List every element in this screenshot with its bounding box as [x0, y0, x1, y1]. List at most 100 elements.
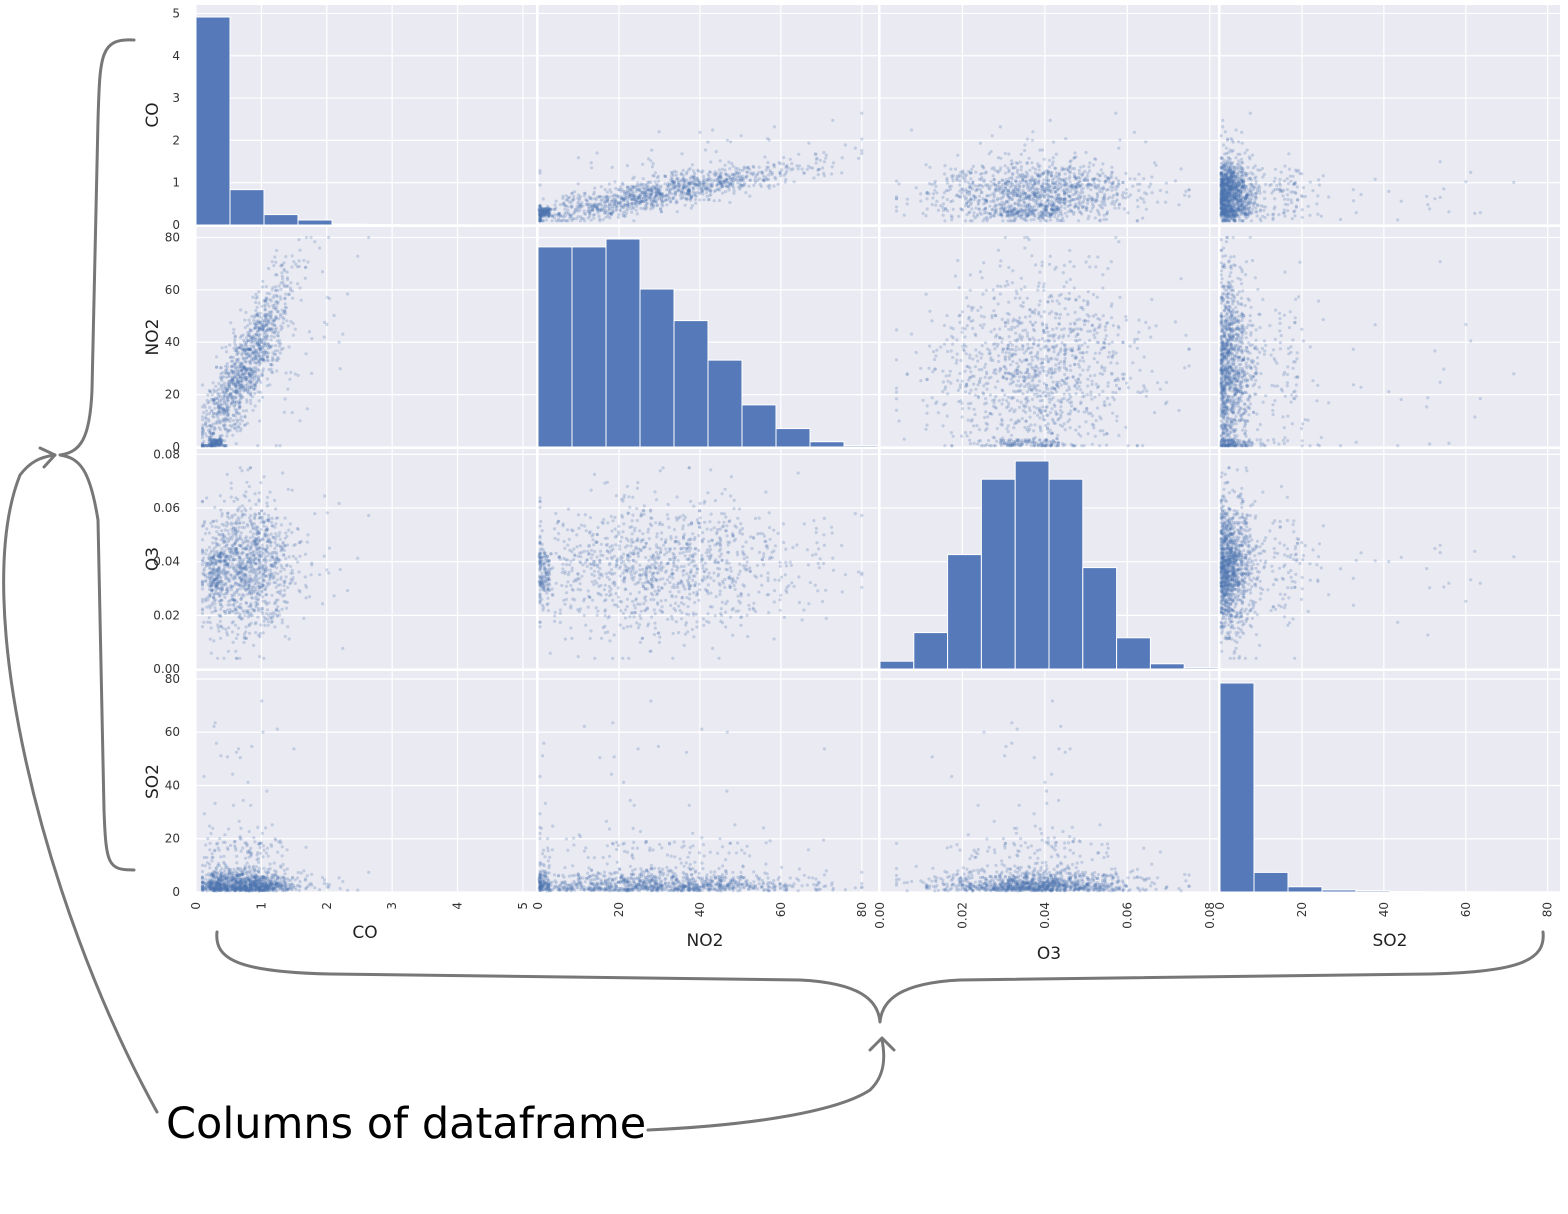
- data-point: [716, 180, 720, 184]
- data-point: [591, 213, 595, 217]
- data-point: [707, 174, 711, 178]
- data-point: [280, 263, 284, 267]
- data-point: [238, 400, 242, 404]
- data-point: [1294, 168, 1298, 172]
- data-point: [239, 308, 243, 312]
- data-point: [1111, 200, 1115, 204]
- data-point: [1072, 156, 1076, 160]
- data-point: [313, 240, 317, 244]
- data-point: [249, 401, 253, 406]
- data-point: [1020, 214, 1024, 218]
- data-point: [1230, 189, 1234, 194]
- data-point: [644, 185, 649, 189]
- data-point: [657, 192, 662, 196]
- data-point: [965, 201, 969, 205]
- data-point: [558, 203, 563, 207]
- data-point: [1227, 219, 1231, 223]
- data-point: [1283, 164, 1287, 168]
- data-point: [624, 191, 629, 195]
- data-point: [1306, 204, 1310, 208]
- data-point: [1227, 178, 1231, 182]
- data-point: [1099, 168, 1103, 172]
- data-point: [991, 174, 995, 178]
- data-point: [1137, 188, 1141, 193]
- data-point: [654, 200, 659, 204]
- data-point: [747, 184, 751, 188]
- data-point: [204, 409, 209, 413]
- data-point: [1252, 185, 1256, 189]
- data-point: [725, 173, 729, 177]
- data-point: [1249, 171, 1253, 175]
- data-point: [1057, 180, 1061, 184]
- data-point: [1301, 194, 1305, 199]
- data-point: [697, 187, 701, 191]
- data-point: [622, 189, 626, 193]
- data-point: [822, 174, 827, 178]
- data-point: [1061, 219, 1065, 223]
- data-point: [958, 194, 962, 198]
- data-point: [983, 211, 987, 215]
- data-point: [1065, 167, 1069, 171]
- data-point: [1447, 210, 1451, 214]
- data-point: [1315, 202, 1319, 206]
- data-point: [588, 212, 592, 216]
- data-point: [934, 203, 938, 207]
- data-point: [925, 197, 929, 201]
- data-point: [286, 324, 290, 328]
- data-point: [289, 281, 293, 285]
- data-point: [276, 355, 280, 360]
- data-point: [221, 375, 225, 379]
- data-point: [1236, 189, 1240, 193]
- data-point: [220, 378, 224, 383]
- data-point: [297, 238, 301, 242]
- data-point: [238, 386, 242, 390]
- data-point: [1263, 197, 1267, 201]
- data-point: [653, 171, 658, 175]
- data-point: [628, 192, 632, 196]
- data-point: [259, 380, 263, 384]
- data-point: [1037, 178, 1041, 182]
- data-point: [742, 165, 746, 169]
- data-point: [607, 182, 612, 186]
- data-point: [745, 170, 749, 174]
- data-point: [251, 408, 255, 412]
- data-point: [766, 160, 770, 165]
- data-point: [244, 336, 248, 340]
- data-point: [1047, 178, 1051, 182]
- data-point: [274, 352, 278, 356]
- data-point: [1114, 187, 1118, 192]
- data-point: [1219, 214, 1223, 218]
- data-point: [698, 184, 702, 188]
- data-point: [943, 164, 947, 168]
- data-point: [740, 179, 744, 183]
- data-point: [1110, 182, 1114, 186]
- data-point: [546, 211, 550, 215]
- data-point: [970, 167, 974, 171]
- data-point: [728, 167, 732, 171]
- data-point: [1097, 212, 1101, 217]
- data-point: [290, 265, 294, 269]
- data-point: [719, 173, 723, 178]
- data-point: [1093, 186, 1097, 190]
- data-point: [605, 190, 610, 194]
- data-point: [697, 190, 701, 194]
- data-point: [224, 350, 229, 354]
- data-point: [1227, 150, 1231, 155]
- data-point: [677, 184, 681, 188]
- data-point: [667, 197, 672, 201]
- data-point: [263, 305, 267, 309]
- data-point: [675, 177, 679, 181]
- data-point: [562, 202, 566, 206]
- data-point: [1438, 195, 1442, 199]
- data-point: [1255, 191, 1259, 195]
- data-point: [674, 199, 678, 203]
- data-point: [224, 345, 228, 349]
- data-point: [1016, 188, 1020, 192]
- data-point: [1003, 207, 1007, 211]
- data-point: [1289, 190, 1293, 194]
- data-point: [275, 293, 279, 297]
- data-point: [700, 170, 704, 174]
- data-point: [1246, 165, 1250, 169]
- data-point: [1373, 177, 1377, 181]
- data-point: [905, 202, 909, 206]
